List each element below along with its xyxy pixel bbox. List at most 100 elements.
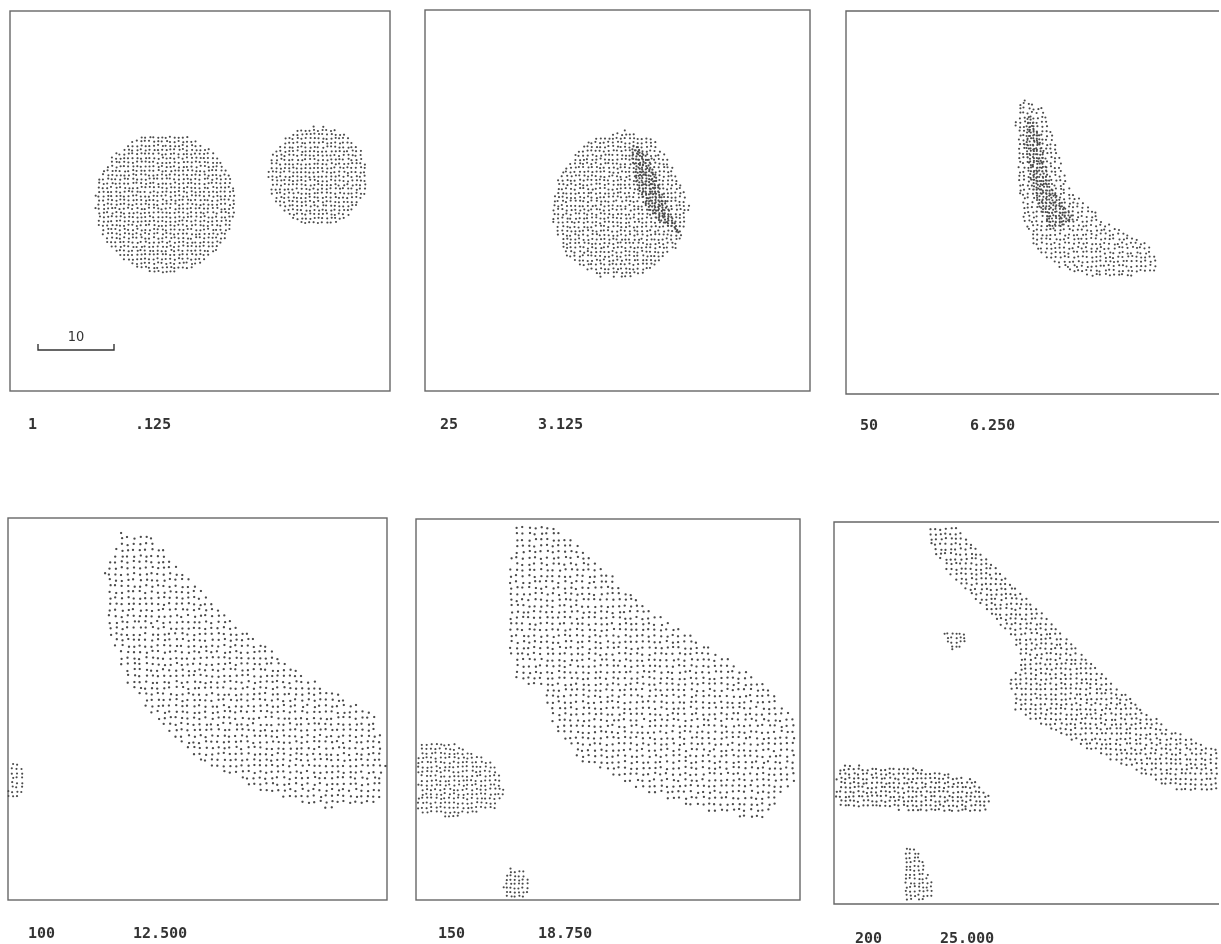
particle — [533, 605, 536, 608]
particle — [140, 220, 143, 223]
particle — [121, 620, 124, 623]
particle — [1068, 193, 1071, 196]
particle — [177, 266, 180, 269]
particle — [581, 205, 584, 208]
particle — [312, 787, 315, 791]
particle — [378, 795, 381, 799]
particle — [641, 646, 644, 649]
particle — [194, 186, 197, 190]
particle — [219, 174, 222, 177]
particle — [309, 132, 312, 136]
particle — [329, 191, 332, 194]
particle — [616, 187, 619, 191]
particle — [562, 695, 566, 698]
particle — [546, 646, 549, 649]
particle — [296, 208, 299, 211]
particle — [288, 741, 291, 744]
particle — [1058, 207, 1061, 210]
particle — [300, 183, 303, 186]
particle — [678, 195, 681, 198]
particle — [624, 593, 627, 596]
particle — [624, 241, 627, 244]
particle — [611, 694, 614, 697]
particle — [294, 789, 297, 793]
particle — [623, 166, 626, 169]
particle — [160, 164, 163, 168]
particle — [336, 765, 339, 768]
particle — [603, 146, 607, 149]
particle — [653, 700, 656, 703]
particle — [671, 633, 674, 637]
particle — [702, 676, 705, 679]
particle — [367, 734, 371, 738]
particle — [595, 251, 598, 254]
particle — [1022, 215, 1025, 218]
particle — [198, 723, 201, 726]
particle — [618, 627, 622, 631]
particle — [587, 141, 590, 144]
particle — [1107, 242, 1111, 245]
particle — [187, 591, 190, 594]
particle — [534, 665, 538, 668]
particle — [119, 198, 122, 201]
particle — [1085, 237, 1088, 240]
particle — [318, 777, 321, 780]
particle — [345, 150, 349, 153]
particle — [275, 162, 278, 165]
particle — [1048, 215, 1051, 218]
particle — [145, 661, 149, 665]
particle — [246, 673, 250, 677]
particle — [193, 728, 196, 732]
panel-3-frame — [845, 10, 1219, 395]
particle — [569, 204, 573, 207]
particle — [1091, 274, 1094, 277]
particle — [181, 668, 184, 671]
particle — [169, 191, 172, 194]
particle — [205, 656, 208, 659]
particle — [115, 203, 118, 206]
particle — [199, 199, 202, 202]
particle — [120, 663, 123, 666]
particle — [636, 647, 640, 650]
particle — [115, 626, 118, 629]
particle — [588, 575, 592, 579]
particle — [239, 710, 243, 713]
particle — [224, 202, 227, 205]
particle — [649, 149, 652, 152]
particle — [313, 771, 316, 774]
particle — [219, 228, 222, 231]
particle — [205, 609, 208, 612]
particle — [271, 777, 274, 780]
particle — [664, 200, 667, 203]
particle — [334, 200, 337, 204]
particle — [264, 686, 268, 690]
particle — [190, 258, 193, 261]
particle — [650, 157, 653, 160]
particle — [212, 185, 215, 189]
particle — [557, 549, 560, 553]
particle — [767, 694, 770, 697]
particle — [215, 161, 219, 164]
particle — [588, 581, 591, 585]
particle — [648, 694, 651, 698]
particle — [107, 227, 110, 230]
particle — [161, 198, 164, 201]
particle — [288, 163, 291, 166]
particle — [131, 187, 134, 190]
particle — [1041, 214, 1044, 217]
particle — [587, 657, 591, 661]
particle — [540, 657, 543, 661]
particle — [1059, 256, 1062, 259]
particle — [657, 190, 660, 193]
particle — [620, 233, 623, 236]
particle — [673, 222, 676, 225]
particle — [1035, 220, 1038, 223]
particle — [594, 187, 597, 190]
particle — [1037, 108, 1040, 111]
particle — [599, 707, 603, 711]
particle — [581, 586, 584, 589]
particle — [197, 693, 201, 696]
particle — [270, 747, 274, 751]
particle — [539, 598, 543, 601]
particle — [533, 640, 537, 643]
